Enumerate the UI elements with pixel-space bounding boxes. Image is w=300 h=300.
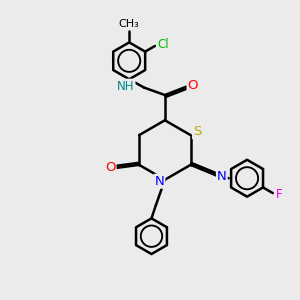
Text: S: S	[193, 125, 201, 138]
Text: O: O	[188, 79, 198, 92]
Text: N: N	[217, 170, 227, 183]
Text: F: F	[275, 188, 282, 201]
Text: CH₃: CH₃	[119, 19, 140, 29]
Text: NH: NH	[117, 80, 134, 93]
Text: N: N	[154, 175, 164, 188]
Text: O: O	[105, 161, 116, 174]
Text: Cl: Cl	[158, 38, 169, 51]
